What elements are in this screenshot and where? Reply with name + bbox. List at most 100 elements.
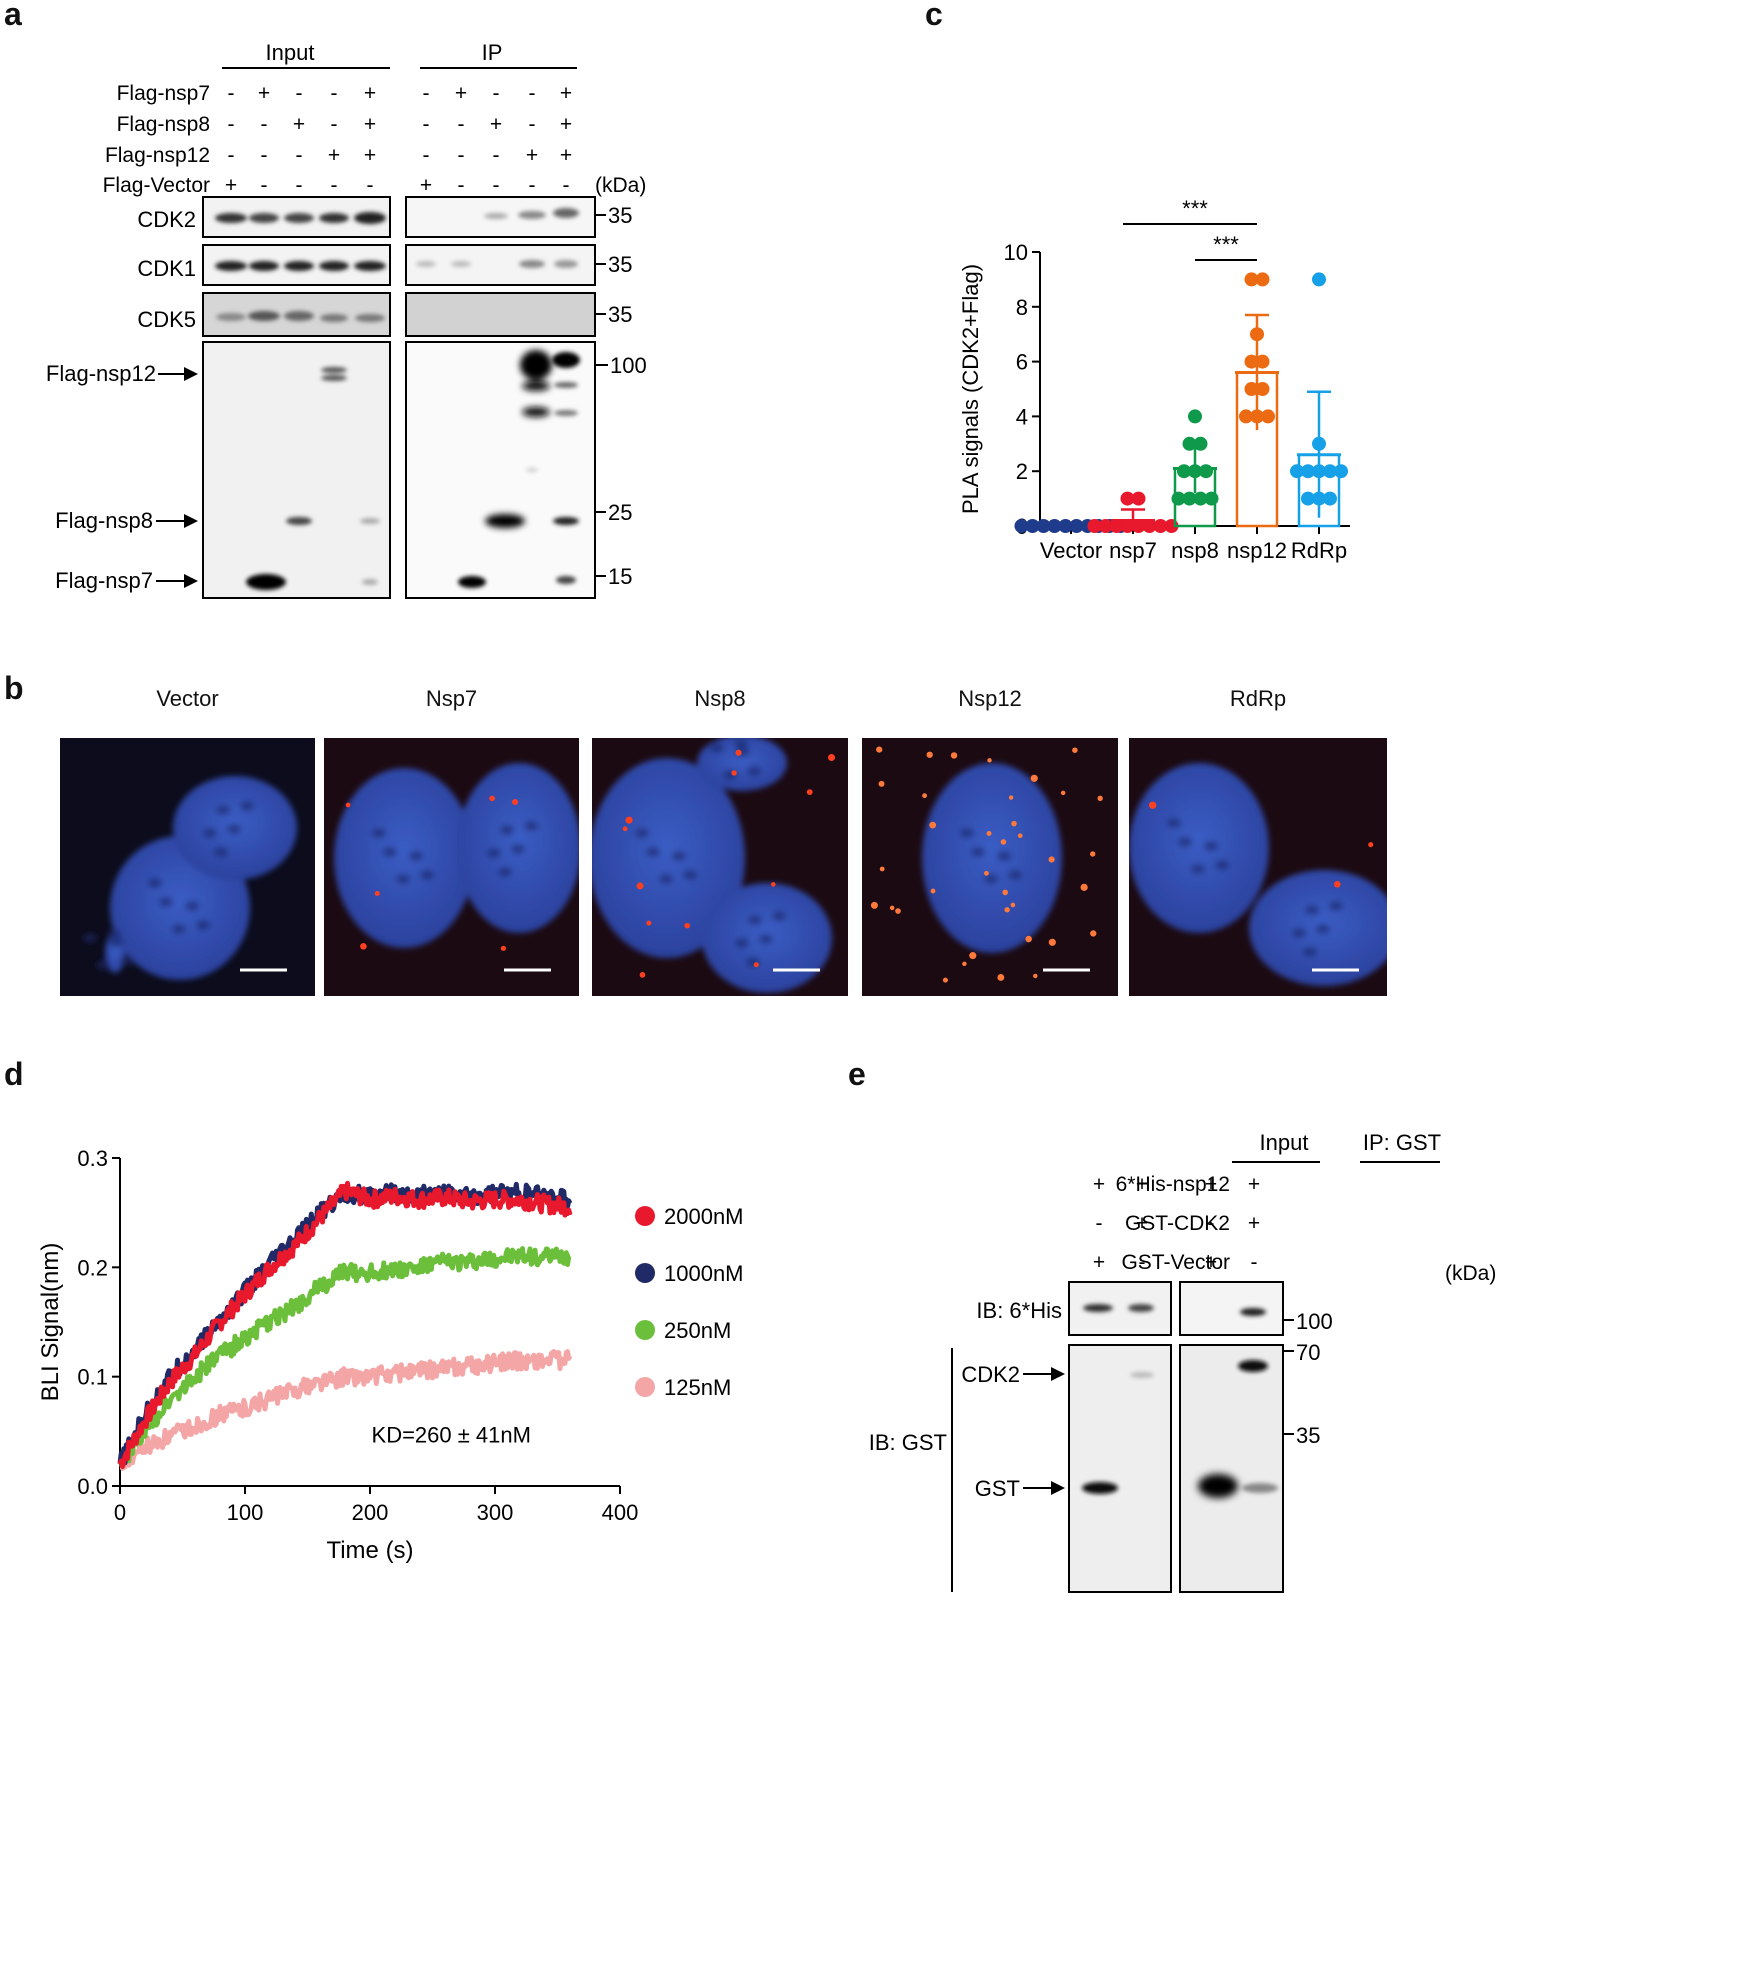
- sign-e-r0-c1: +: [1136, 1173, 1148, 1196]
- c-data-point: [1250, 327, 1264, 342]
- c-category-label: nsp7: [1109, 538, 1157, 563]
- sign-a-r3-c9: -: [563, 174, 570, 197]
- d-xtick-label: 200: [352, 1500, 389, 1525]
- c-data-point: [1058, 519, 1073, 533]
- row-label-flag-vector: Flag-Vector: [103, 174, 210, 197]
- d-ytick-label: 0.0: [77, 1474, 108, 1499]
- d-series-2000nM: [117, 1180, 573, 1469]
- pla-dot: [1010, 902, 1016, 908]
- pla-dot: [489, 795, 495, 802]
- e-mw-marker-35: 35: [1296, 1423, 1320, 1448]
- c-data-point: [1255, 382, 1270, 396]
- panel-letter-a: a: [4, 0, 22, 32]
- c-data-point: [1182, 491, 1197, 506]
- row-label-flag-nsp12: Flag-nsp12: [105, 144, 210, 167]
- sign-a-r2-c7: -: [493, 144, 500, 167]
- d-ytick-label: 0.3: [77, 1146, 108, 1171]
- sign-a-r0-c2: -: [296, 82, 303, 105]
- microscopy-image-nsp8: [592, 738, 848, 996]
- c-ytick-label: 10: [1004, 240, 1028, 265]
- c-data-point: [1312, 464, 1326, 479]
- d-legend-swatch: [635, 1377, 655, 1397]
- microscopy-title-nsp8: Nsp8: [694, 686, 746, 711]
- panel-d-bli-chart: 0.0 0.1 0.2 0.3 0 100 200 300 400 Time (s) BLI Sig…: [37, 1146, 744, 1564]
- c-data-point: [1244, 272, 1259, 287]
- pla-dot: [1080, 883, 1088, 891]
- microscopy-title-nsp12: Nsp12: [958, 686, 1022, 711]
- e-arrow-label-cdk2: CDK2: [961, 1362, 1020, 1387]
- sign-a-r2-c8: +: [526, 144, 538, 167]
- c-ytick-label: 8: [1016, 295, 1028, 320]
- c-data-point: [1098, 519, 1113, 533]
- sign-e-r2-c2: +: [1205, 1251, 1217, 1274]
- mw-marker-35-cdk1: 35: [608, 252, 632, 277]
- d-legend-label: 125nM: [664, 1375, 731, 1400]
- pla-dot: [950, 752, 958, 759]
- sign-a-r1-c5: -: [423, 113, 430, 136]
- pla-dot: [360, 942, 367, 950]
- d-xlabel: Time (s): [326, 1537, 413, 1564]
- c-ytick-label: 2: [1016, 459, 1028, 484]
- c-data-point: [1036, 519, 1051, 533]
- pla-dot: [1072, 747, 1078, 753]
- panel-b-microscopy: Vector Nsp7 Nsp8 Nsp12 RdRp: [0, 680, 1747, 1000]
- blot-label-cdk1: CDK1: [137, 256, 196, 281]
- pla-dot: [1004, 907, 1010, 913]
- c-data-point: [1193, 436, 1208, 451]
- sign-a-r2-c1: -: [261, 144, 268, 167]
- c-significance: ***: [1182, 200, 1208, 221]
- c-data-point: [1290, 464, 1304, 479]
- d-xtick-label: 300: [477, 1500, 514, 1525]
- pla-dot: [1048, 856, 1055, 863]
- c-data-point: [1014, 519, 1029, 533]
- pla-dot: [684, 922, 691, 929]
- c-data-point: [1142, 519, 1157, 533]
- blot-label-cdk2: CDK2: [137, 207, 196, 232]
- pla-dot: [806, 789, 813, 795]
- c-data-point: [1177, 464, 1191, 479]
- c-ytick-label: 4: [1016, 404, 1028, 429]
- pla-dot: [986, 831, 992, 836]
- blot-label-cdk5: CDK5: [137, 307, 196, 332]
- pla-dot: [929, 821, 937, 829]
- e-kda-label: (kDa): [1445, 1262, 1496, 1285]
- d-series-125nM: [117, 1349, 573, 1471]
- sign-a-r1-c6: -: [458, 113, 465, 136]
- microscopy-image-vector: [60, 738, 315, 996]
- e-row-label-gst-vector: GST-Vector: [1121, 1251, 1230, 1274]
- pla-dot: [622, 826, 628, 832]
- sign-a-r1-c1: -: [261, 113, 268, 136]
- c-data-point: [1239, 409, 1253, 424]
- pla-dot: [1030, 774, 1038, 782]
- c-data-point: [1120, 519, 1135, 533]
- nucleus: [334, 768, 474, 948]
- c-data-point: [1334, 464, 1348, 479]
- pla-dot: [987, 758, 992, 763]
- c-data-point: [1261, 409, 1275, 424]
- c-category-label: nsp12: [1227, 538, 1287, 563]
- d-legend-swatch: [635, 1263, 655, 1283]
- sign-a-r0-c7: -: [493, 82, 500, 105]
- sign-a-r3-c7: -: [493, 174, 500, 197]
- d-legend-label: 250nM: [664, 1318, 731, 1343]
- group-label-input: Input: [266, 40, 315, 65]
- d-ylabel: BLI Signal(nm): [37, 1243, 64, 1402]
- pla-dot: [878, 780, 885, 787]
- d-ytick-label: 0.1: [77, 1365, 108, 1390]
- d-series-250nM: [118, 1246, 572, 1467]
- kda-label: (kDa): [595, 174, 646, 197]
- sign-e-r1-c3: +: [1248, 1212, 1260, 1235]
- d-legend-label: 1000nM: [664, 1261, 744, 1286]
- panel-letter-c: c: [925, 0, 943, 32]
- pla-dot: [889, 905, 895, 911]
- mw-marker-35-cdk5: 35: [608, 302, 632, 327]
- arrow-label-flag-nsp12: Flag-nsp12: [46, 361, 156, 386]
- e-group-label-input: Input: [1260, 1130, 1309, 1155]
- sign-a-r2-c6: -: [458, 144, 465, 167]
- pla-dot: [1025, 935, 1032, 943]
- c-data-point: [1087, 519, 1102, 533]
- d-legend-swatch: [635, 1320, 655, 1340]
- pla-dot: [895, 908, 901, 914]
- pla-dot: [731, 770, 737, 776]
- e-group-label-ip-gst: IP: GST: [1363, 1130, 1441, 1155]
